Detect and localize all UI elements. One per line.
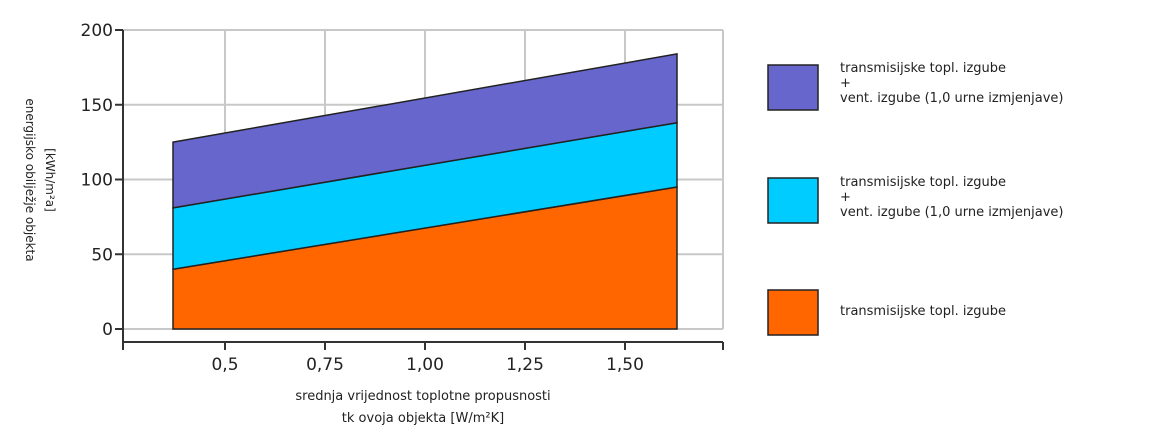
x-tick-label: 0,75 bbox=[306, 355, 344, 375]
x-tick-label: 1,50 bbox=[606, 355, 644, 375]
legend-label: + bbox=[840, 76, 851, 91]
legend-label: vent. izgube (1,0 urne izmjenjave) bbox=[840, 205, 1064, 220]
y-tick-label: 0 bbox=[102, 320, 113, 340]
x-tick-label: 1,00 bbox=[406, 355, 444, 375]
legend-label: transmisijske topl. izgube bbox=[840, 304, 1006, 319]
legend-label: + bbox=[840, 190, 851, 205]
legend-swatch bbox=[767, 64, 819, 111]
x-tick-label: 0,5 bbox=[211, 355, 238, 375]
legend-label: transmisijske topl. izgube bbox=[840, 175, 1006, 190]
x-axis-label: srednja vrijednost toplotne propusnosti bbox=[295, 389, 550, 404]
y-axis-label: [kWh/m²a] bbox=[43, 148, 57, 212]
legend-swatch bbox=[767, 289, 819, 336]
y-axis-label: energijsko obilježje objekta bbox=[23, 98, 37, 261]
x-axis-label: tk ovoja objekta [W/m²K] bbox=[342, 411, 504, 426]
area-series-3 bbox=[172, 53, 678, 209]
y-tick-label: 150 bbox=[81, 96, 113, 116]
y-tick-label: 200 bbox=[81, 21, 113, 41]
legend-swatch bbox=[767, 177, 819, 224]
y-tick-label: 50 bbox=[91, 245, 113, 265]
legend-label: transmisijske topl. izgube bbox=[840, 61, 1006, 76]
x-tick-label: 1,25 bbox=[506, 355, 544, 375]
y-tick-label: 100 bbox=[81, 171, 113, 191]
legend-label: vent. izgube (1,0 urne izmjenjave) bbox=[840, 91, 1064, 106]
